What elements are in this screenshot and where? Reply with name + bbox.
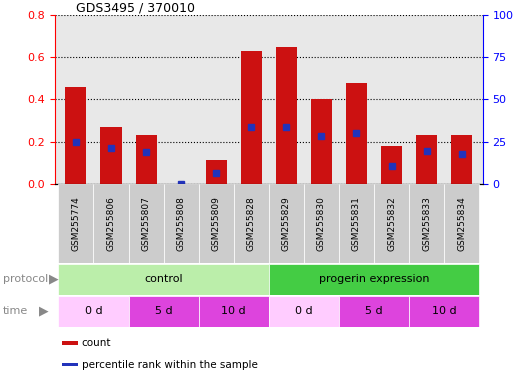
Text: GSM255807: GSM255807 xyxy=(142,196,151,251)
Bar xyxy=(311,99,332,184)
Bar xyxy=(374,184,409,263)
Bar xyxy=(58,184,93,263)
Bar xyxy=(451,135,472,184)
Bar xyxy=(346,83,367,184)
Text: 0 d: 0 d xyxy=(295,306,313,316)
Bar xyxy=(129,184,164,263)
Text: protocol: protocol xyxy=(3,274,48,285)
Text: GSM255834: GSM255834 xyxy=(457,196,466,251)
Text: progerin expression: progerin expression xyxy=(319,274,429,285)
Bar xyxy=(199,184,234,263)
Bar xyxy=(58,296,129,326)
Bar xyxy=(129,296,199,326)
Text: GSM255833: GSM255833 xyxy=(422,196,431,251)
Bar xyxy=(409,184,444,263)
Text: GSM255832: GSM255832 xyxy=(387,196,396,251)
Text: ▶: ▶ xyxy=(49,273,58,286)
Text: control: control xyxy=(144,274,183,285)
Text: GSM255830: GSM255830 xyxy=(317,196,326,251)
Bar xyxy=(234,184,269,263)
Text: GSM255831: GSM255831 xyxy=(352,196,361,251)
Text: 0 d: 0 d xyxy=(85,306,102,316)
Bar xyxy=(58,264,269,295)
Bar xyxy=(276,47,297,184)
Bar xyxy=(62,363,78,366)
Text: GSM255829: GSM255829 xyxy=(282,196,291,251)
Text: GSM255809: GSM255809 xyxy=(212,196,221,251)
Text: GSM255828: GSM255828 xyxy=(247,196,256,251)
Text: 5 d: 5 d xyxy=(365,306,383,316)
Bar xyxy=(339,184,374,263)
Text: GSM255808: GSM255808 xyxy=(176,196,186,251)
Text: percentile rank within the sample: percentile rank within the sample xyxy=(82,360,258,370)
Bar xyxy=(444,184,479,263)
Bar xyxy=(164,184,199,263)
Bar xyxy=(269,264,479,295)
Text: 5 d: 5 d xyxy=(155,306,172,316)
Bar xyxy=(206,161,227,184)
Bar xyxy=(199,296,269,326)
Bar xyxy=(62,341,78,345)
Text: 10 d: 10 d xyxy=(222,306,246,316)
Bar xyxy=(416,135,437,184)
Text: count: count xyxy=(82,338,111,348)
Bar xyxy=(101,127,122,184)
Bar xyxy=(241,51,262,184)
Bar xyxy=(93,184,129,263)
Bar xyxy=(135,135,156,184)
Text: 10 d: 10 d xyxy=(432,306,457,316)
Bar xyxy=(304,184,339,263)
Bar xyxy=(339,296,409,326)
Text: time: time xyxy=(3,306,28,316)
Bar xyxy=(409,296,479,326)
Text: GDS3495 / 370010: GDS3495 / 370010 xyxy=(76,1,195,14)
Bar xyxy=(269,184,304,263)
Text: ▶: ▶ xyxy=(39,305,49,318)
Bar xyxy=(66,87,87,184)
Bar xyxy=(269,296,339,326)
Text: GSM255774: GSM255774 xyxy=(71,196,81,251)
Text: GSM255806: GSM255806 xyxy=(107,196,115,251)
Bar xyxy=(381,146,402,184)
